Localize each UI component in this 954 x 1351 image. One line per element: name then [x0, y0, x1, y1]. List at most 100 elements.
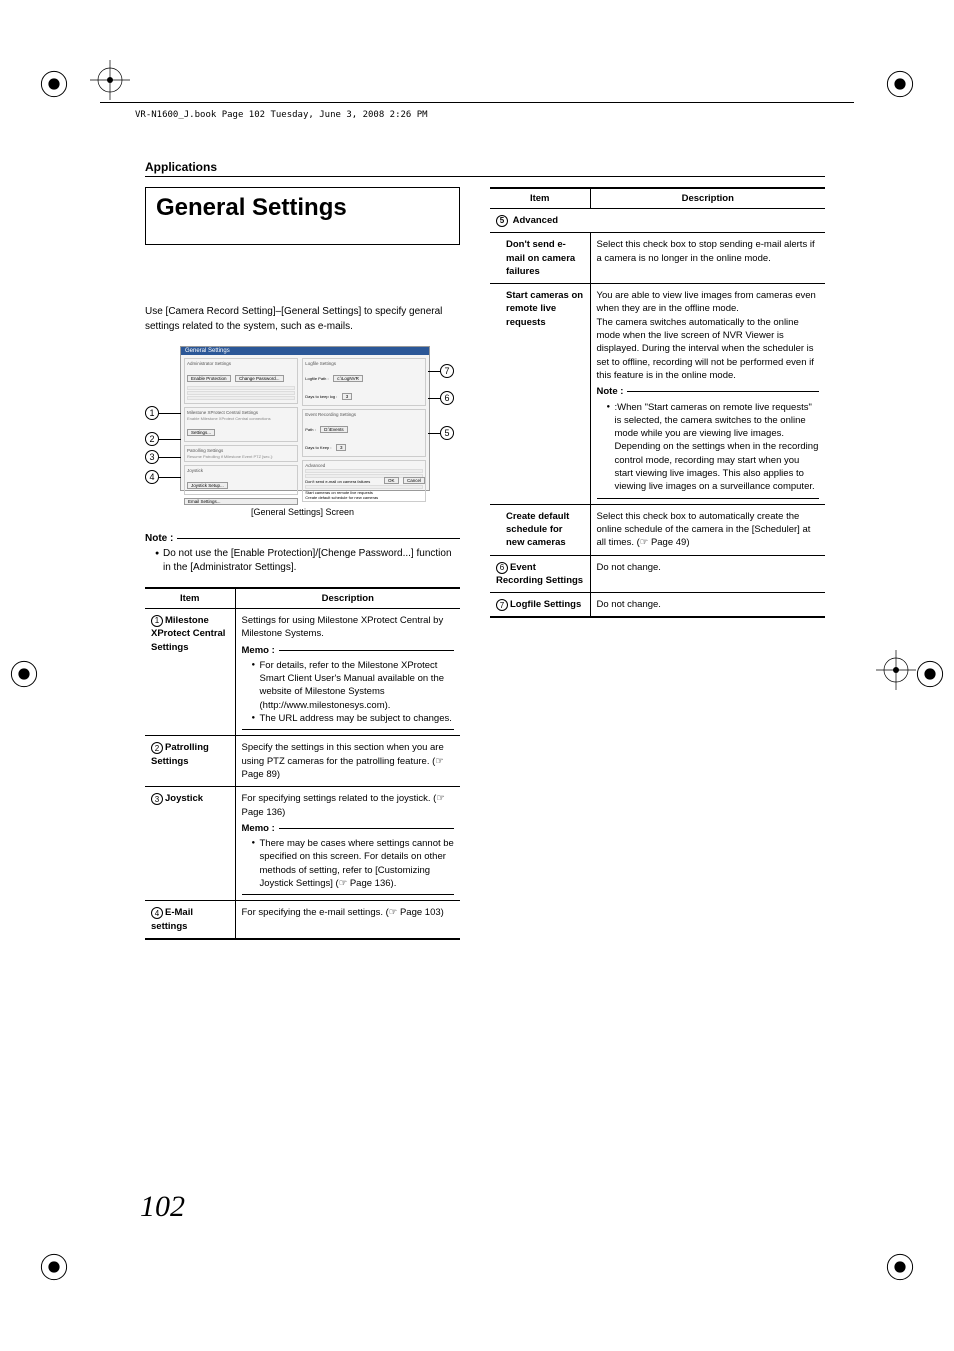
settings-button: Settings... — [187, 429, 215, 436]
figure-caption: [General Settings] Screen — [145, 507, 460, 517]
page-title: General Settings — [156, 194, 449, 222]
callout-line — [159, 457, 181, 458]
registration-mark — [916, 660, 944, 688]
crosshair-icon — [90, 60, 130, 100]
book-header: VR-N1600_J.book Page 102 Tuesday, June 3… — [135, 110, 428, 120]
col-header-desc: Description — [590, 188, 825, 209]
ok-button: OK — [384, 477, 399, 484]
table-row: 4E-Mail settings — [145, 901, 235, 939]
row-label: Joystick — [165, 793, 203, 804]
right-description-table: Item Description 5 Advanced Don't send e… — [490, 187, 825, 618]
desc-text: Settings for using Milestone XProtect Ce… — [242, 615, 444, 639]
row-desc: Settings for using Milestone XProtect Ce… — [235, 609, 460, 736]
table-row: 7Logfile Settings — [490, 593, 590, 618]
col-header-item: Item — [490, 188, 590, 209]
header-rule — [100, 102, 854, 103]
callout-6: 6 — [440, 391, 454, 405]
event-rec-panel-label: Event Recording Settings — [305, 412, 423, 417]
callout-line — [428, 433, 441, 434]
logfile-path-label: Logfile Path : — [305, 376, 328, 381]
table-row: Start cameras on remote live requests — [490, 284, 590, 504]
days-keep-value: 3 — [342, 393, 353, 400]
advanced-panel-label: Advanced — [305, 463, 423, 468]
row-label: Logfile Settings — [510, 599, 581, 610]
change-password-button: Change Password... — [235, 375, 284, 382]
callout-line — [159, 439, 181, 440]
cancel-button: Cancel — [403, 477, 425, 484]
patrolling-field-label: Resume Patrolling if Milestone Event PTZ… — [187, 454, 295, 459]
milestone-panel-label: Milestone XProtect Central Settings — [187, 410, 295, 415]
registration-mark — [40, 70, 68, 98]
table-row: Don't send e-mail on camera failures — [490, 233, 590, 284]
memo-bullet: For details, refer to the Milestone XPro… — [252, 659, 455, 712]
table-section-header: 5 Advanced — [490, 209, 825, 233]
row-label: Event Recording Settings — [496, 562, 583, 586]
callout-7: 7 — [440, 364, 454, 378]
callout-4: 4 — [145, 470, 159, 484]
section-number: 5 — [496, 215, 508, 227]
callout-1: 1 — [145, 406, 159, 420]
callout-line — [159, 477, 181, 478]
enable-protection-check: Enable Protection — [187, 375, 231, 382]
memo-bullet: The URL address may be subject to change… — [252, 712, 455, 725]
table-row: 2Patrolling Settings — [145, 736, 235, 787]
row-number: 6 — [496, 562, 508, 574]
row-number: 7 — [496, 599, 508, 611]
row-desc: Do not change. — [590, 593, 825, 618]
callout-3: 3 — [145, 450, 159, 464]
section-label: Applications — [145, 160, 825, 177]
section-label: Advanced — [513, 215, 558, 226]
days-keep-label: Days to keep log : — [305, 394, 337, 399]
intro-text: Use [Camera Record Setting]–[General Set… — [145, 305, 460, 334]
crosshair-icon — [876, 650, 916, 690]
row-label: Create default schedule for new cameras — [506, 511, 569, 549]
joystick-panel-label: Joystick — [187, 468, 295, 473]
email-settings-button: Email Settings... — [184, 498, 298, 505]
days-keep2-value: 3 — [336, 444, 347, 451]
page-title-box: General Settings — [145, 187, 460, 245]
row-desc: Do not change. — [590, 555, 825, 593]
event-path-value: D:\Events — [320, 426, 348, 433]
callout-5: 5 — [440, 426, 454, 440]
screenshot-figure: General Settings Administrator Settings … — [145, 346, 460, 501]
memo-label: Memo : — [242, 644, 275, 657]
row-label: Start cameras on remote live requests — [506, 290, 583, 328]
row-desc: You are able to view live images from ca… — [590, 284, 825, 504]
adv-check3: Create default schedule for new cameras — [305, 495, 423, 500]
callout-line — [428, 398, 441, 399]
row-desc: For specifying settings related to the j… — [235, 787, 460, 901]
row-number: 1 — [151, 615, 163, 627]
logfile-path-value: c:\LogNVR — [333, 375, 363, 382]
registration-mark — [10, 660, 38, 688]
row-desc: Select this check box to automatically c… — [590, 504, 825, 555]
note-label: Note : — [597, 385, 624, 398]
col-header-item: Item — [145, 588, 235, 609]
callout-line — [428, 371, 441, 372]
screenshot-window-title: General Settings — [181, 347, 429, 355]
page-number: 102 — [140, 1190, 185, 1224]
milestone-check: Enable Milestone XProtect Central connec… — [187, 416, 295, 421]
row-number: 4 — [151, 907, 163, 919]
note-block: Note : Do not use the [Enable Protection… — [145, 533, 460, 575]
days-keep2-label: Days to Keep : — [305, 445, 331, 450]
memo-bullet: There may be cases where settings cannot… — [252, 837, 455, 890]
memo-label: Memo : — [242, 822, 275, 835]
desc-text: You are able to view live images from ca… — [597, 290, 816, 381]
row-label: Don't send e-mail on camera failures — [506, 239, 575, 277]
callout-2: 2 — [145, 432, 159, 446]
patrolling-panel-label: Patrolling Settings — [187, 448, 295, 453]
registration-mark — [886, 1253, 914, 1281]
note-bullet: :When "Start cameras on remote live requ… — [607, 401, 820, 494]
admin-panel-label: Administrator Settings — [187, 361, 295, 366]
callout-line — [159, 413, 181, 414]
logfile-panel-label: Logfile Settings — [305, 361, 423, 366]
registration-mark — [886, 70, 914, 98]
row-desc: For specifying the e-mail settings. (☞ P… — [235, 901, 460, 939]
table-row: 3Joystick — [145, 787, 235, 901]
row-number: 3 — [151, 793, 163, 805]
row-desc: Select this check box to stop sending e-… — [590, 233, 825, 284]
table-row: Create default schedule for new cameras — [490, 504, 590, 555]
note-text: Do not use the [Enable Protection]/[Chen… — [155, 547, 460, 575]
table-row: 1Milestone XProtect Central Settings — [145, 609, 235, 736]
row-number: 2 — [151, 742, 163, 754]
